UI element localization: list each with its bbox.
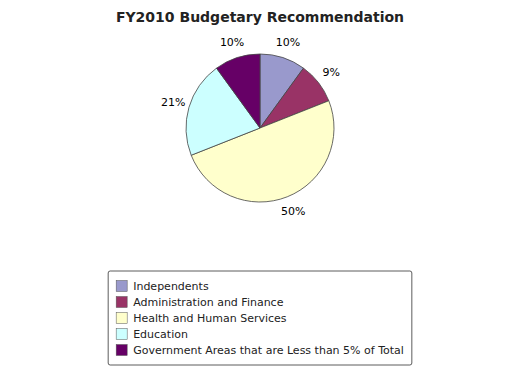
legend-label: Education	[133, 328, 188, 341]
data-label: 9%	[323, 66, 340, 79]
data-label: 50%	[281, 205, 305, 218]
pie-slices	[186, 54, 334, 202]
legend-label: Administration and Finance	[133, 296, 283, 309]
chart-svg: FY2010 Budgetary Recommendation 10% 9% 50% 2…	[0, 0, 520, 373]
pie-labels: 10% 9% 50% 21% 10%	[161, 36, 340, 219]
chart-container: FY2010 Budgetary Recommendation 10% 9% 50% 2…	[0, 0, 520, 373]
legend-label: Independents	[133, 280, 209, 293]
legend-swatch	[116, 345, 127, 356]
legend-swatch	[116, 329, 127, 340]
legend-frame	[108, 271, 412, 365]
data-label: 10%	[276, 36, 300, 49]
legend-swatch	[116, 281, 127, 292]
legend-swatch	[116, 297, 127, 308]
legend-swatch	[116, 313, 127, 324]
legend-label: Health and Human Services	[133, 312, 287, 325]
chart-title: FY2010 Budgetary Recommendation	[116, 9, 404, 25]
legend-label: Government Areas that are Less than 5% o…	[133, 344, 404, 357]
legend: Independents Administration and Finance He…	[108, 271, 412, 365]
data-label: 21%	[161, 96, 185, 109]
pie-slice	[217, 54, 260, 128]
data-label: 10%	[220, 36, 244, 49]
